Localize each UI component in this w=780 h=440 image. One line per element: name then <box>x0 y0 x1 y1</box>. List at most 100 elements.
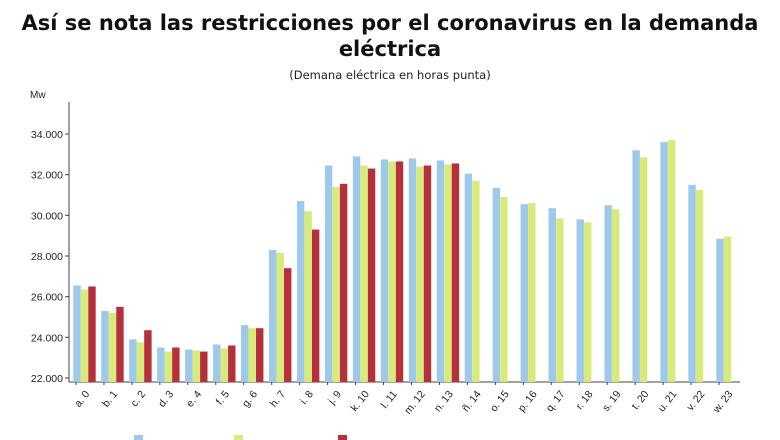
bar <box>283 268 292 382</box>
bar <box>436 160 445 382</box>
bar <box>395 161 404 382</box>
x-tick-label: k. 10 <box>348 388 372 413</box>
bar <box>332 186 340 382</box>
x-tick-label: g. 6 <box>240 388 260 409</box>
bar <box>556 218 564 382</box>
bar <box>172 347 180 382</box>
bar <box>576 219 584 382</box>
bar <box>464 173 473 382</box>
bar <box>632 150 640 382</box>
bar <box>256 328 264 382</box>
bar <box>200 351 208 382</box>
bar <box>220 348 228 382</box>
x-tick-label: i. 8 <box>298 388 316 407</box>
y-tick-label: 32.000 <box>31 170 63 182</box>
bar <box>164 351 173 382</box>
bar <box>367 168 376 382</box>
bar <box>213 344 221 382</box>
bar <box>548 208 556 382</box>
bar <box>311 229 320 382</box>
bar <box>352 156 361 382</box>
bar <box>500 197 508 382</box>
bar <box>388 161 396 382</box>
x-tick-label: a. 0 <box>72 388 92 409</box>
bar <box>423 165 432 382</box>
legend-swatch <box>234 435 243 440</box>
bar <box>360 165 368 382</box>
bar <box>492 187 501 382</box>
bar <box>304 211 312 382</box>
bar <box>444 164 452 382</box>
bar <box>688 184 696 382</box>
bar <box>192 350 201 382</box>
chart-subtitle: (Demana eléctrica en horas punta) <box>289 68 491 82</box>
bar <box>723 236 732 382</box>
bar <box>101 310 109 382</box>
x-tick-label: h. 7 <box>268 388 288 409</box>
bar <box>157 347 165 382</box>
bar <box>144 330 152 382</box>
y-tick-label: 34.000 <box>31 129 63 141</box>
x-tick-label: c. 2 <box>128 388 148 409</box>
bar <box>296 201 305 382</box>
bar <box>268 249 277 382</box>
bar <box>695 189 704 382</box>
x-tick-label: p. 16 <box>516 388 540 414</box>
x-tick-label: m. 12 <box>402 388 428 416</box>
bar <box>584 222 592 382</box>
legend-swatch <box>338 435 347 440</box>
x-tick-label: o. 15 <box>488 388 512 414</box>
bar <box>528 203 536 382</box>
x-tick-label: f. 5 <box>214 388 233 407</box>
bar <box>416 166 424 382</box>
bar <box>80 289 89 382</box>
x-tick-label: d. 3 <box>156 388 176 409</box>
x-tick-label: j. 9 <box>325 388 344 407</box>
y-tick-label: 24.000 <box>31 332 63 344</box>
bar <box>520 204 529 382</box>
y-tick-label: 22.000 <box>31 373 63 385</box>
bar <box>660 142 668 382</box>
x-tick-label: w. 23 <box>710 388 735 416</box>
y-tick-label: 26.000 <box>31 292 63 304</box>
bar <box>611 209 620 382</box>
bar <box>276 252 284 382</box>
x-tick-label: s. 19 <box>600 388 624 413</box>
bar <box>241 325 249 382</box>
bar <box>116 306 124 382</box>
bar <box>639 157 648 382</box>
bar <box>339 183 348 382</box>
x-tick-label: r. 18 <box>574 388 596 412</box>
bar <box>185 349 193 382</box>
bar <box>136 342 145 382</box>
legend-swatch <box>134 435 143 440</box>
bar <box>228 345 236 382</box>
x-tick-label: n. 13 <box>432 388 456 414</box>
y-tick-label: 30.000 <box>31 210 63 222</box>
y-axis-label: Mw <box>30 90 46 101</box>
bar <box>408 158 417 382</box>
x-tick-label: ñ. 14 <box>460 388 484 414</box>
bar <box>472 180 480 382</box>
x-tick-label: v. 22 <box>684 388 707 413</box>
chart-title: Así se nota las restricciones por el cor… <box>21 11 759 61</box>
x-tick-label: q. 17 <box>544 388 568 414</box>
x-tick-label: u. 21 <box>656 388 680 414</box>
x-tick-label: l. 11 <box>379 388 400 411</box>
bar <box>667 140 676 382</box>
bar <box>88 286 96 382</box>
bar <box>716 238 724 382</box>
x-tick-label: e. 4 <box>184 388 204 409</box>
bar <box>451 163 460 382</box>
bar <box>380 159 389 382</box>
x-tick-label: t. 20 <box>629 388 651 412</box>
bar <box>73 285 81 382</box>
x-tick-label: b. 1 <box>100 388 120 409</box>
bar <box>129 339 137 382</box>
bar <box>108 312 117 382</box>
bar <box>248 328 256 382</box>
bar <box>324 165 333 382</box>
y-tick-label: 28.000 <box>31 251 63 263</box>
bar <box>604 205 612 382</box>
